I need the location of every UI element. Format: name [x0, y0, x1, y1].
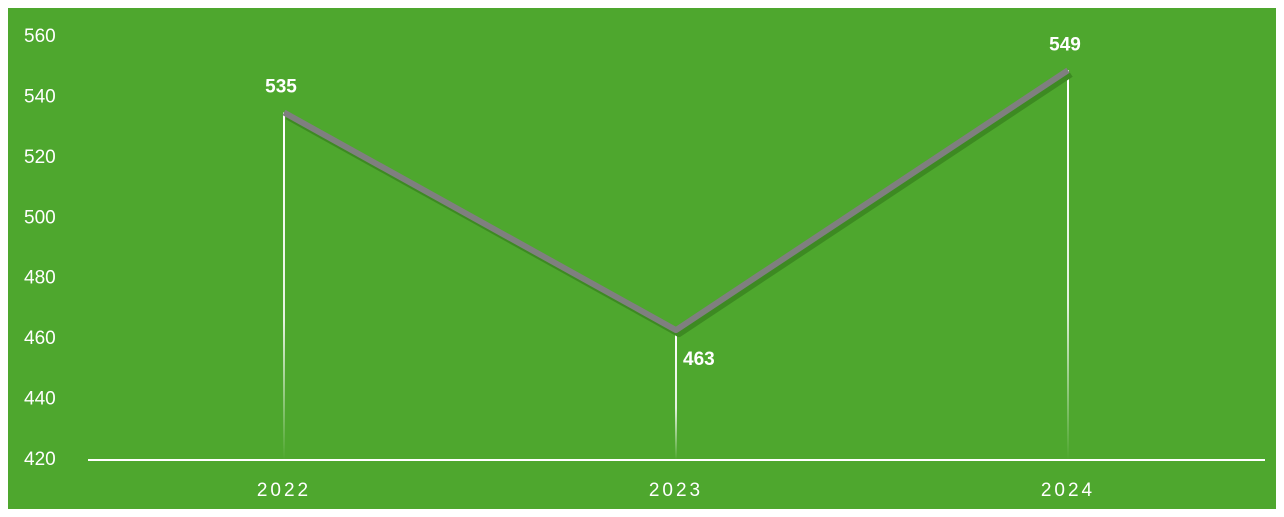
x-tick-label: 2022 — [257, 480, 311, 501]
y-tick-label: 560 — [24, 26, 56, 47]
y-tick-label: 440 — [24, 389, 56, 410]
y-tick-label: 520 — [24, 147, 56, 168]
y-tick-label: 480 — [24, 268, 56, 289]
data-label: 549 — [1049, 34, 1081, 55]
line — [282, 67, 1070, 334]
y-tick-label: 540 — [24, 86, 56, 107]
drop-line — [675, 330, 677, 460]
data-label: 535 — [265, 77, 297, 98]
data-label: 463 — [683, 349, 715, 370]
x-tick-label: 2024 — [1041, 480, 1095, 501]
drop-line — [283, 112, 285, 461]
plot-background — [8, 8, 1276, 509]
drop-line — [1067, 70, 1069, 460]
x-tick-label: 2023 — [649, 480, 703, 501]
y-tick-label: 460 — [24, 328, 56, 349]
y-tick-label: 420 — [24, 449, 56, 470]
y-tick-label: 500 — [24, 207, 56, 228]
